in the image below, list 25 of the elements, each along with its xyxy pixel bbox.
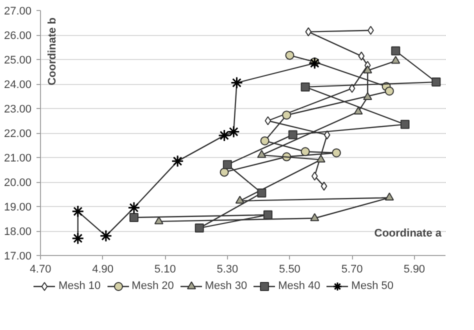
y-axis-title: Coordinate b: [46, 17, 58, 86]
legend-label: Mesh 40: [278, 280, 320, 292]
x-tick-label: 4.90: [92, 264, 114, 276]
x-tick-label: 5.70: [341, 264, 363, 276]
y-tick-label: 25.00: [4, 54, 32, 66]
x-tick-label: 5.30: [216, 264, 238, 276]
legend-label: Mesh 50: [351, 280, 394, 292]
y-tick-label: 21.00: [4, 152, 32, 164]
legend-label: Mesh 30: [204, 280, 248, 292]
x-tick-label: 5.10: [154, 264, 176, 276]
y-tick-label: 19.00: [4, 202, 32, 214]
y-tick-label: 27.00: [4, 6, 32, 18]
legend-label: Mesh 10: [58, 280, 101, 292]
y-tick-label: 17.00: [4, 250, 32, 262]
x-tick-label: 5.90: [404, 264, 426, 276]
y-tick-label: 18.00: [4, 226, 32, 238]
y-tick-label: 26.00: [4, 30, 32, 42]
legend-label: Mesh 20: [132, 280, 174, 292]
x-tick-label: 5.50: [279, 264, 300, 276]
y-tick-label: 20.00: [4, 177, 32, 189]
y-tick-label: 23.00: [4, 104, 32, 116]
x-axis-title: Coordinate a: [374, 228, 442, 240]
y-tick-label: 22.00: [4, 128, 32, 140]
x-tick-label: 4.70: [30, 264, 52, 276]
y-tick-label: 24.00: [4, 79, 32, 91]
